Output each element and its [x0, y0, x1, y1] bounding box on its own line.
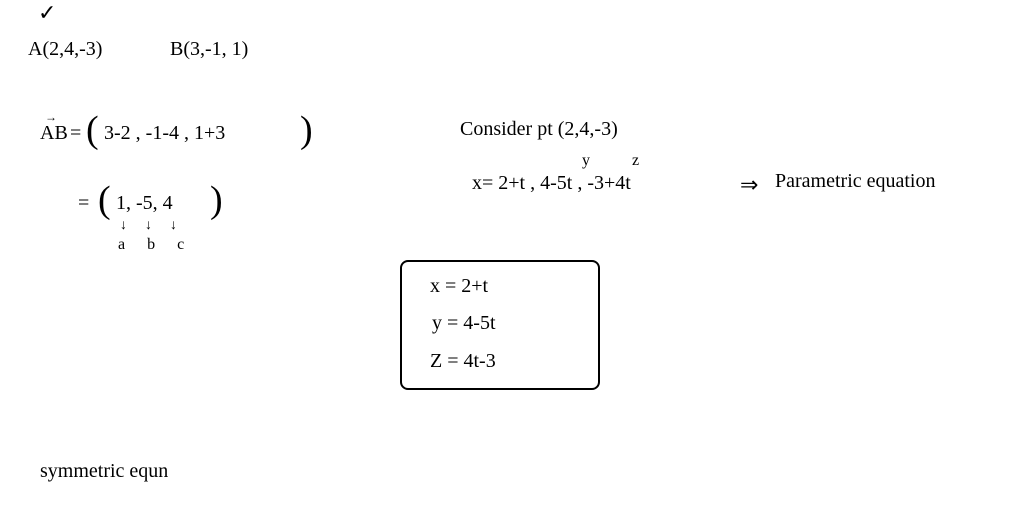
point-b: B(3,-1, 1): [170, 38, 248, 61]
consider-point-text: Consider pt (2,4,-3): [460, 118, 618, 141]
down-arrow-icon: ↓: [170, 218, 177, 234]
implies-arrow-icon: ⇒: [740, 172, 758, 198]
vector-ab-expanded: 3-2 , -1-4 , 1+3: [104, 122, 225, 145]
label-b: b: [147, 236, 155, 254]
parametric-equation-label: Parametric equation: [775, 170, 936, 193]
equals-sign-2: =: [78, 192, 89, 215]
label-z: z: [632, 152, 639, 170]
paren-right-icon: ): [300, 108, 313, 152]
paren-left-icon: (: [86, 108, 99, 152]
point-a: A(2,4,-3): [28, 38, 102, 61]
paren-left-icon-2: (: [98, 178, 111, 222]
equals-sign: =: [70, 122, 81, 145]
label-c: c: [177, 236, 184, 254]
parametric-line: x= 2+t , 4-5t , -3+4t: [472, 172, 631, 195]
label-a: a: [118, 236, 125, 254]
down-arrow-icon: ↓: [120, 218, 127, 234]
abc-labels-group: a b c: [118, 236, 184, 254]
yz-labels-group: y z: [582, 152, 639, 170]
down-arrows-group: ↓ ↓ ↓: [120, 218, 177, 234]
box-line-y: y = 4-5t: [432, 312, 496, 335]
symmetric-equation-label: symmetric equn: [40, 460, 168, 483]
tick-mark: ✓: [38, 0, 56, 26]
paren-right-icon-2: ): [210, 178, 223, 222]
label-y: y: [582, 152, 590, 170]
down-arrow-icon: ↓: [145, 218, 152, 234]
box-line-z: Z = 4t-3: [430, 350, 496, 373]
vector-ab-label: AB: [40, 122, 68, 145]
box-line-x: x = 2+t: [430, 275, 488, 298]
vector-ab-result: 1, -5, 4: [116, 192, 173, 215]
